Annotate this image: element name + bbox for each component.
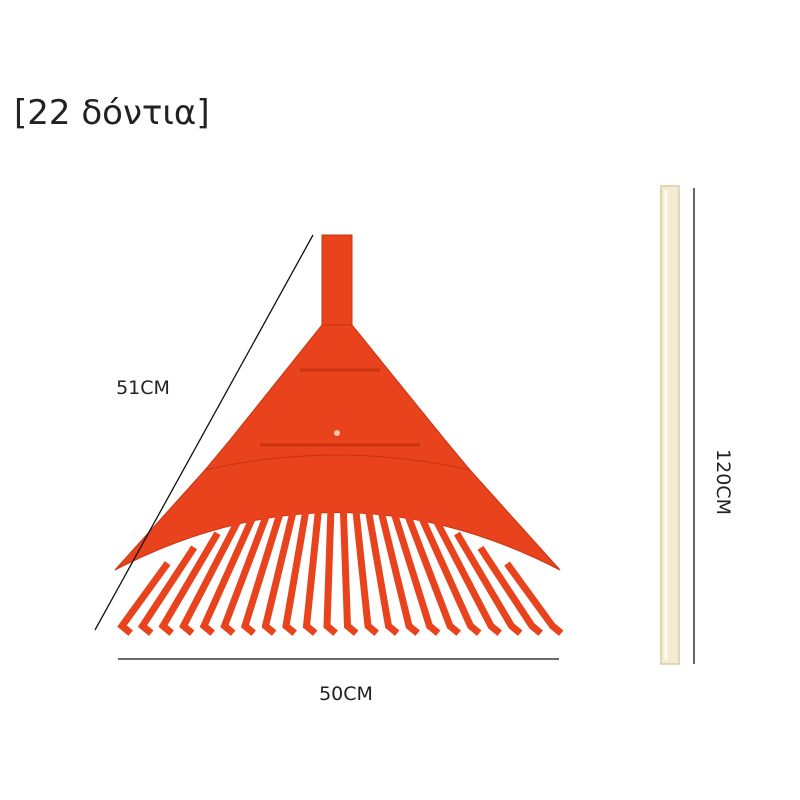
dimension-label: 120CM bbox=[712, 449, 734, 515]
rake-tine bbox=[220, 498, 276, 636]
rake-tine bbox=[261, 485, 303, 636]
rake-tine bbox=[504, 561, 564, 636]
rake-tine bbox=[199, 508, 260, 636]
rake-tine bbox=[323, 476, 338, 636]
dimension-label: 51CM bbox=[116, 377, 170, 399]
rake-tine bbox=[414, 508, 482, 636]
rake-tine bbox=[398, 499, 461, 636]
dimension-line bbox=[94, 234, 314, 631]
rake-tine bbox=[349, 477, 379, 636]
rake-tine bbox=[359, 480, 400, 636]
rake-tine bbox=[384, 491, 441, 636]
title: [22 δόντια] bbox=[14, 93, 210, 133]
rake-tine bbox=[433, 519, 502, 636]
rake-tine bbox=[302, 477, 326, 636]
rake-tine bbox=[371, 485, 420, 636]
rake-tine bbox=[137, 545, 198, 636]
rake-tine bbox=[158, 531, 221, 636]
rake-tine bbox=[117, 561, 171, 636]
rake-head bbox=[114, 234, 561, 571]
rake-tine bbox=[454, 531, 523, 636]
rake-tines bbox=[117, 476, 564, 636]
handle bbox=[660, 185, 680, 665]
rake-band bbox=[114, 454, 561, 571]
rake-tine bbox=[282, 480, 315, 636]
rake-tine bbox=[179, 519, 242, 636]
rake-tine bbox=[240, 491, 290, 636]
rake-tine bbox=[338, 476, 359, 636]
dimension-label: 50CM bbox=[319, 683, 373, 705]
rake-hole bbox=[334, 430, 340, 436]
rake-tine bbox=[477, 545, 543, 636]
rake-neck bbox=[321, 234, 353, 331]
